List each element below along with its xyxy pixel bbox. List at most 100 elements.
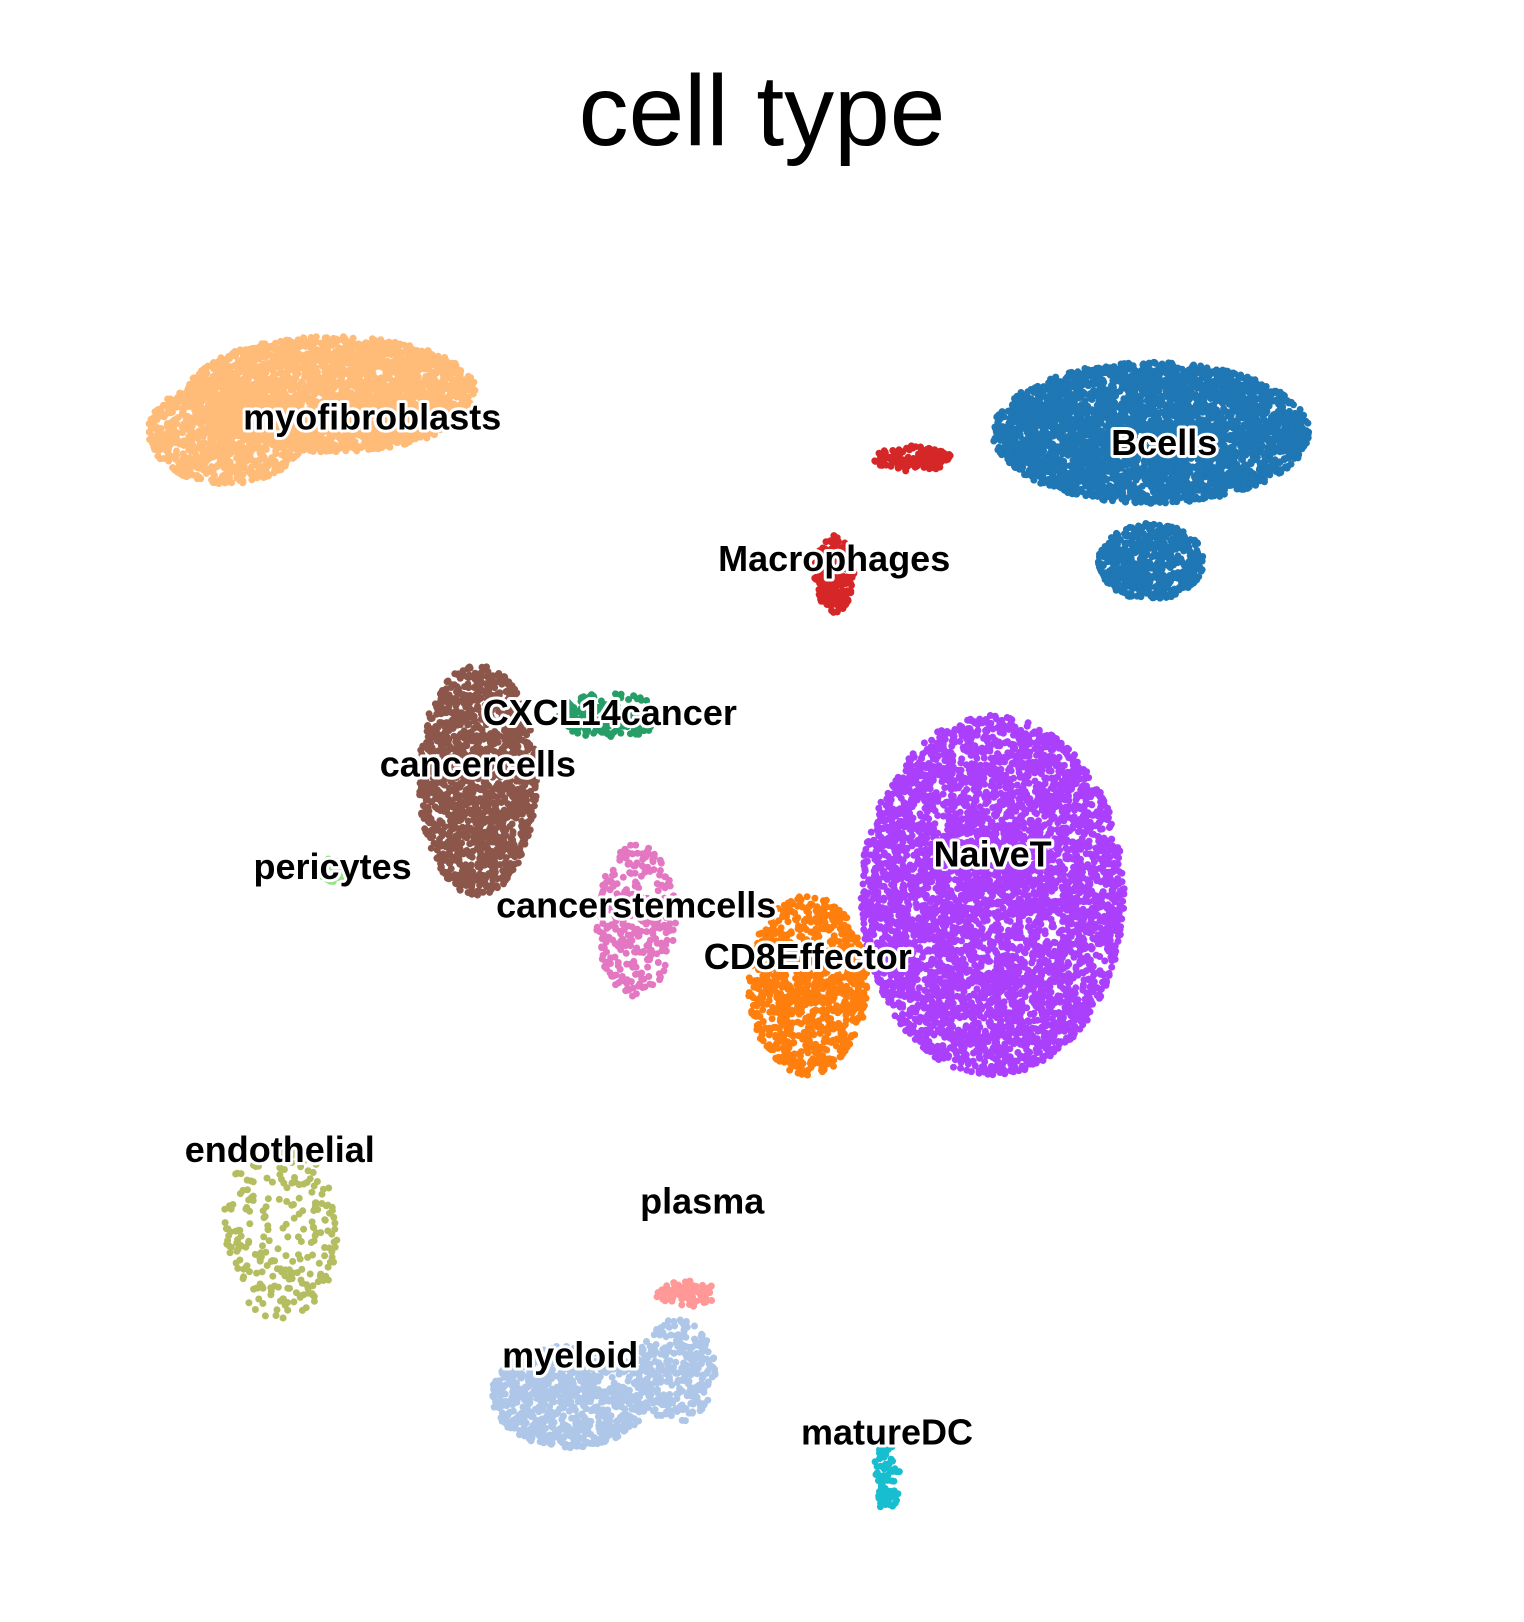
cell-point bbox=[308, 347, 316, 355]
cell-point bbox=[328, 341, 336, 349]
cell-point bbox=[153, 426, 161, 434]
cell-point bbox=[196, 405, 204, 412]
cell-point bbox=[247, 447, 255, 455]
cell-point bbox=[184, 412, 191, 420]
cell-point bbox=[160, 413, 168, 421]
cell-point bbox=[212, 409, 220, 417]
cell-point bbox=[365, 362, 373, 370]
cell-point bbox=[417, 382, 425, 390]
cell-point bbox=[256, 366, 264, 374]
cell-point bbox=[349, 439, 357, 447]
cell-point bbox=[220, 451, 228, 459]
cell-point bbox=[255, 462, 263, 470]
cell-point bbox=[207, 467, 215, 475]
cell-point bbox=[163, 423, 171, 431]
cell-point bbox=[390, 350, 398, 358]
cell-point bbox=[288, 338, 296, 346]
cell-point bbox=[449, 377, 457, 385]
cell-point bbox=[195, 417, 203, 425]
cell-point bbox=[248, 476, 256, 484]
cell-point bbox=[246, 365, 254, 373]
cell-point bbox=[317, 352, 325, 360]
cell-point bbox=[211, 373, 219, 381]
cell-point bbox=[408, 376, 416, 384]
cell-point bbox=[268, 441, 276, 449]
cell-point bbox=[208, 476, 216, 484]
cell-point bbox=[236, 381, 244, 389]
cell-point bbox=[219, 364, 227, 371]
cell-point bbox=[362, 339, 370, 347]
cell-point bbox=[215, 443, 223, 451]
cell-point bbox=[160, 455, 168, 462]
cell-point bbox=[204, 401, 212, 409]
cell-point bbox=[344, 338, 352, 346]
cell-point bbox=[262, 458, 270, 465]
cell-point bbox=[380, 440, 388, 448]
cell-point bbox=[180, 422, 188, 430]
cell-point bbox=[340, 358, 348, 366]
cell-point bbox=[322, 365, 330, 373]
cell-point bbox=[332, 448, 340, 456]
cell-point bbox=[277, 466, 285, 474]
cell-point bbox=[174, 414, 182, 421]
cell-point bbox=[337, 376, 345, 384]
cell-point bbox=[284, 357, 292, 365]
cell-point bbox=[313, 385, 320, 393]
cell-point bbox=[297, 437, 305, 445]
cell-point bbox=[272, 389, 280, 397]
cell-point bbox=[365, 381, 373, 389]
chart-title: cell type bbox=[579, 55, 946, 167]
cell-point bbox=[198, 447, 206, 455]
cell-point bbox=[237, 464, 245, 472]
cell-point bbox=[216, 421, 224, 429]
cell-point bbox=[263, 471, 271, 479]
cell-point bbox=[206, 418, 214, 425]
cell-point bbox=[256, 350, 264, 358]
cell-point bbox=[451, 359, 459, 367]
cell-point bbox=[276, 363, 284, 371]
cell-point bbox=[223, 391, 231, 399]
cell-point bbox=[187, 459, 195, 467]
cell-point bbox=[195, 370, 203, 378]
cell-point bbox=[316, 378, 324, 386]
cell-point bbox=[344, 382, 352, 390]
cell-point bbox=[309, 355, 317, 363]
cell-point bbox=[214, 383, 222, 391]
cell-point bbox=[277, 442, 284, 450]
cell-point bbox=[164, 448, 172, 456]
cell-point bbox=[366, 345, 374, 353]
cell-point bbox=[298, 385, 305, 393]
cell-point bbox=[173, 447, 180, 455]
cell-point bbox=[172, 403, 180, 411]
cell-point bbox=[257, 446, 265, 454]
cell-point bbox=[233, 349, 241, 357]
cell-point bbox=[166, 441, 174, 449]
cell-point bbox=[397, 348, 405, 356]
cell-point bbox=[273, 355, 281, 363]
cell-point bbox=[196, 440, 204, 448]
cell-point bbox=[179, 450, 187, 458]
cell-point bbox=[287, 345, 294, 352]
cell-point bbox=[229, 467, 237, 475]
cell-point bbox=[255, 386, 263, 394]
cell-point bbox=[310, 337, 318, 345]
cell-point bbox=[221, 371, 229, 379]
scatter-points bbox=[145, 333, 1313, 1511]
cell-point bbox=[243, 346, 251, 354]
cell-point bbox=[372, 363, 380, 371]
cell-point bbox=[229, 433, 237, 440]
cell-point bbox=[469, 381, 476, 388]
cell-point bbox=[286, 441, 294, 449]
cell-point bbox=[355, 347, 363, 354]
cell-point bbox=[332, 381, 340, 389]
cell-point bbox=[236, 457, 244, 465]
cell-point bbox=[371, 337, 379, 345]
cell-point bbox=[331, 441, 339, 449]
cell-point bbox=[294, 446, 302, 454]
cell-point bbox=[389, 361, 397, 369]
cell-point bbox=[261, 342, 269, 350]
cell-point bbox=[269, 367, 277, 375]
cell-point bbox=[389, 437, 397, 444]
cell-point bbox=[261, 373, 269, 381]
